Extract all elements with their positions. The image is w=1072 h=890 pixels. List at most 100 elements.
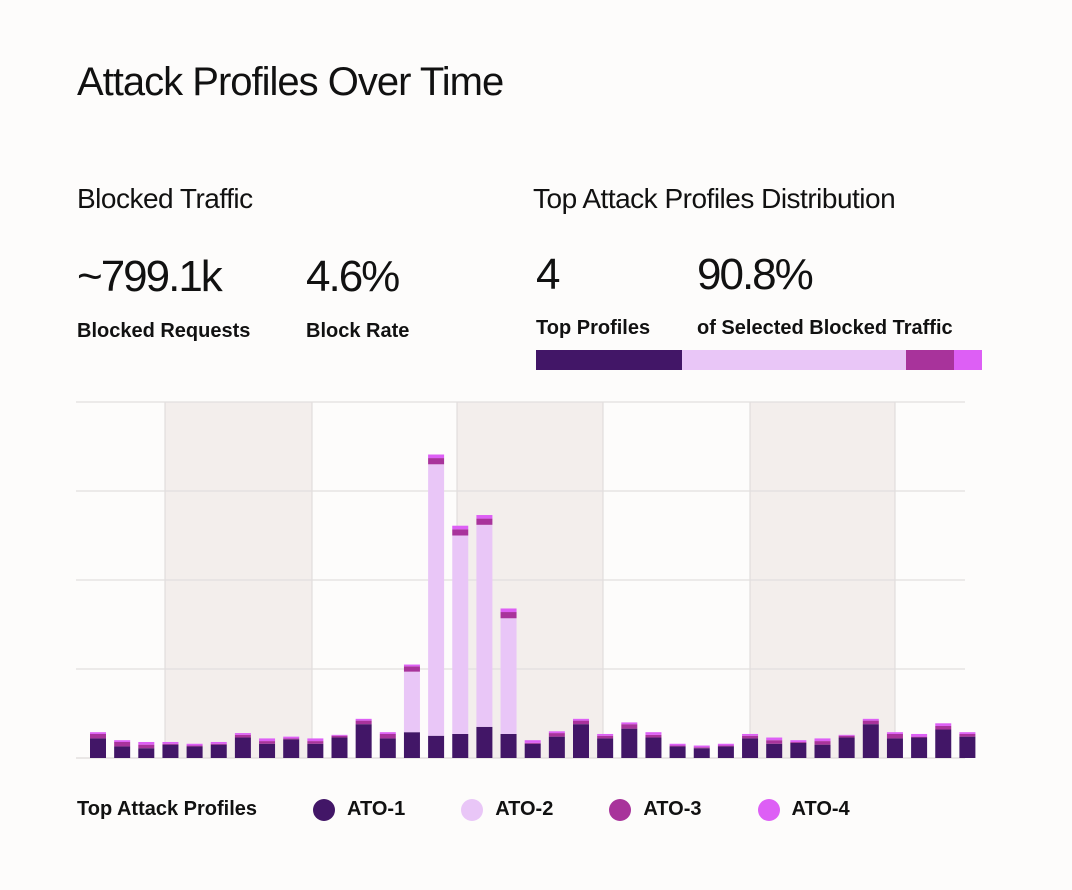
bar-segment-ato-3 xyxy=(597,735,614,739)
bar-segment-ato-3 xyxy=(234,734,251,738)
bar-segment-ato-3 xyxy=(210,743,227,745)
bar-segment-ato-4 xyxy=(573,718,589,721)
bar-segment-ato-4 xyxy=(862,718,879,721)
bar-segment-ato-1 xyxy=(90,738,106,758)
legend-swatch-icon xyxy=(313,798,336,821)
bar-segment-ato-1 xyxy=(452,733,469,758)
bar-segment-ato-3 xyxy=(186,745,203,747)
bar-segment-ato-4 xyxy=(766,737,783,741)
bar-segment-ato-1 xyxy=(379,738,396,758)
bar-segment-ato-1 xyxy=(500,733,517,758)
page-title: Attack Profiles Over Time xyxy=(77,60,504,104)
bar-segment-ato-4 xyxy=(621,722,638,725)
bar-segment-ato-1 xyxy=(186,746,203,758)
bar-segment-ato-4 xyxy=(162,741,179,744)
bar-segment-ato-4 xyxy=(90,732,106,734)
bar-segment-ato-3 xyxy=(355,720,372,725)
bar-segment-ato-3 xyxy=(814,741,831,745)
bar-segment-ato-1 xyxy=(476,726,493,758)
bar-segment-ato-2 xyxy=(403,671,420,733)
bar-segment-ato-4 xyxy=(234,733,251,735)
bar-segment-ato-1 xyxy=(597,738,614,758)
top-profiles-count: 4 xyxy=(536,250,561,299)
bar-segment-ato-4 xyxy=(452,525,469,530)
blocked-requests-value: ~799.1k xyxy=(77,252,223,301)
bar-segment-ato-4 xyxy=(210,741,227,744)
bar-segment-ato-1 xyxy=(259,743,276,758)
bar-segment-ato-4 xyxy=(114,740,131,742)
bar-segment-ato-4 xyxy=(428,454,445,459)
bar-segment-ato-3 xyxy=(766,740,783,744)
bar-segment-ato-4 xyxy=(403,664,420,667)
selected-share-label: of Selected Blocked Traffic xyxy=(697,317,953,339)
legend-swatch-icon xyxy=(461,798,484,821)
distribution-segment-ato-4 xyxy=(953,350,982,370)
legend-label: ATO-2 xyxy=(495,798,554,820)
bar-segment-ato-4 xyxy=(886,732,903,734)
legend-swatch-icon xyxy=(757,798,780,821)
block-rate-label: Block Rate xyxy=(306,320,410,342)
bar-segment-ato-1 xyxy=(814,744,831,758)
bar-segment-ato-4 xyxy=(717,743,734,746)
bar-segment-ato-3 xyxy=(669,745,686,747)
bar-segment-ato-1 xyxy=(621,728,638,758)
bar-segment-ato-1 xyxy=(838,737,855,758)
bar-segment-ato-4 xyxy=(548,731,565,734)
bar-segment-ato-4 xyxy=(379,732,396,734)
bar-segment-ato-3 xyxy=(428,458,445,465)
bar-segment-ato-4 xyxy=(645,732,662,735)
bar-segment-ato-3 xyxy=(476,518,493,525)
bar-segment-ato-3 xyxy=(548,733,565,737)
legend-label: ATO-1 xyxy=(347,798,406,820)
bar-segment-ato-4 xyxy=(283,736,300,739)
selected-share-value: 90.8% xyxy=(697,250,814,299)
bar-segment-ato-1 xyxy=(573,724,589,758)
bar-segment-ato-1 xyxy=(645,737,662,758)
blocked-traffic-heading: Blocked Traffic xyxy=(77,183,253,214)
bar-segment-ato-1 xyxy=(717,746,734,758)
bar-segment-ato-4 xyxy=(935,723,952,726)
bar-segment-ato-2 xyxy=(476,524,493,727)
bar-segment-ato-3 xyxy=(331,735,348,738)
bar-segment-ato-4 xyxy=(742,733,759,736)
legend-item-ato-3[interactable]: ATO-3 xyxy=(609,798,702,821)
bar-segment-ato-3 xyxy=(717,745,734,747)
legend-item-ato-4[interactable]: ATO-4 xyxy=(757,798,850,821)
bar-segment-ato-1 xyxy=(524,743,541,758)
bar-segment-ato-3 xyxy=(500,612,517,619)
bar-segment-ato-2 xyxy=(500,618,517,734)
top-profiles-label: Top Profiles xyxy=(536,317,651,339)
bar-segment-ato-2 xyxy=(452,535,469,734)
bar-segment-ato-3 xyxy=(162,743,179,745)
bar-segment-ato-3 xyxy=(138,744,155,749)
bar-segment-ato-4 xyxy=(790,740,807,742)
bar-segment-ato-4 xyxy=(307,738,324,742)
bar-segment-ato-1 xyxy=(210,744,227,758)
legend-swatch-icon xyxy=(609,798,632,821)
bar-segment-ato-3 xyxy=(862,720,879,725)
legend-title: Top Attack Profiles xyxy=(77,798,258,820)
bar-segment-ato-2 xyxy=(428,464,445,736)
bar-segment-ato-4 xyxy=(500,608,517,613)
legend-item-ato-1[interactable]: ATO-1 xyxy=(313,798,405,821)
bar-segment-ato-3 xyxy=(838,735,855,738)
bar-segment-ato-1 xyxy=(548,736,565,758)
bar-segment-ato-3 xyxy=(379,733,396,739)
bar-segment-ato-4 xyxy=(597,733,614,736)
bar-segment-ato-4 xyxy=(186,743,203,746)
bar-segment-ato-4 xyxy=(693,745,710,748)
bar-segment-ato-3 xyxy=(283,738,300,740)
blocked-requests-label: Blocked Requests xyxy=(77,320,251,342)
bar-segment-ato-3 xyxy=(307,741,324,744)
legend: Top Attack Profiles ATO-1 ATO-2 ATO-3 AT… xyxy=(77,798,850,821)
bar-segment-ato-1 xyxy=(742,738,759,758)
bar-segment-ato-3 xyxy=(911,736,928,738)
legend-item-ato-2[interactable]: ATO-2 xyxy=(461,798,553,821)
bar-segment-ato-4 xyxy=(524,740,541,743)
bar-segment-ato-3 xyxy=(403,666,420,672)
distribution-heading: Top Attack Profiles Distribution xyxy=(533,183,896,214)
bar-segment-ato-3 xyxy=(90,733,106,739)
bar-segment-ato-1 xyxy=(693,748,710,758)
block-rate-value: 4.6% xyxy=(306,252,400,301)
legend-label: ATO-3 xyxy=(643,798,702,820)
